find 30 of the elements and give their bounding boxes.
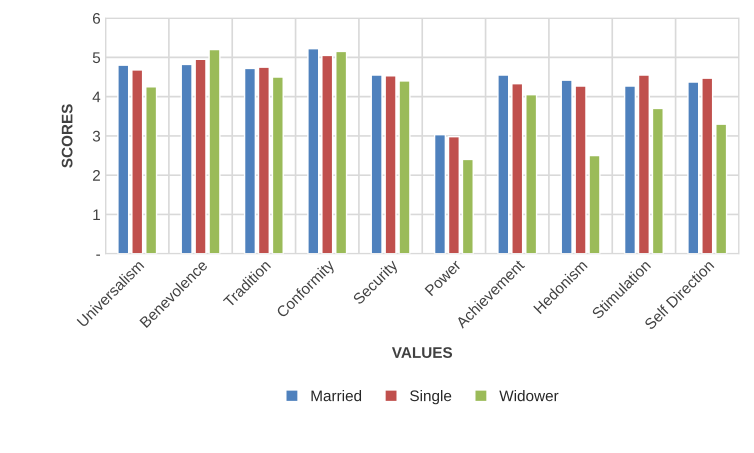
bar — [588, 154, 601, 254]
y-tick-label: 6 — [92, 12, 100, 24]
bar — [448, 136, 460, 254]
legend-label: Single — [410, 390, 452, 404]
bar — [244, 68, 256, 254]
bar — [638, 74, 650, 254]
y-axis-title: SCORES — [62, 104, 73, 168]
bar — [434, 134, 446, 254]
bar — [560, 79, 573, 254]
y-tick-label: - — [96, 254, 100, 256]
y-tick-label: 5 — [92, 52, 100, 64]
bar — [462, 158, 474, 254]
legend-label: Widower — [499, 390, 558, 402]
y-tick-label: 3 — [92, 130, 100, 142]
bar — [180, 64, 193, 254]
y-tick-label: 1 — [93, 209, 100, 220]
bar — [272, 76, 284, 254]
bar — [208, 48, 221, 254]
bar — [398, 80, 411, 254]
bar — [652, 108, 664, 254]
legend-label: Married — [312, 390, 362, 402]
x-axis-title: VALUES — [392, 347, 452, 358]
y-tick-label: 2 — [92, 170, 100, 181]
bar — [258, 66, 270, 254]
bar — [370, 74, 383, 254]
bar — [574, 85, 587, 254]
bar — [624, 85, 636, 254]
bar — [384, 75, 397, 254]
bar — [194, 58, 207, 254]
y-tick-label: 4 — [92, 92, 100, 102]
